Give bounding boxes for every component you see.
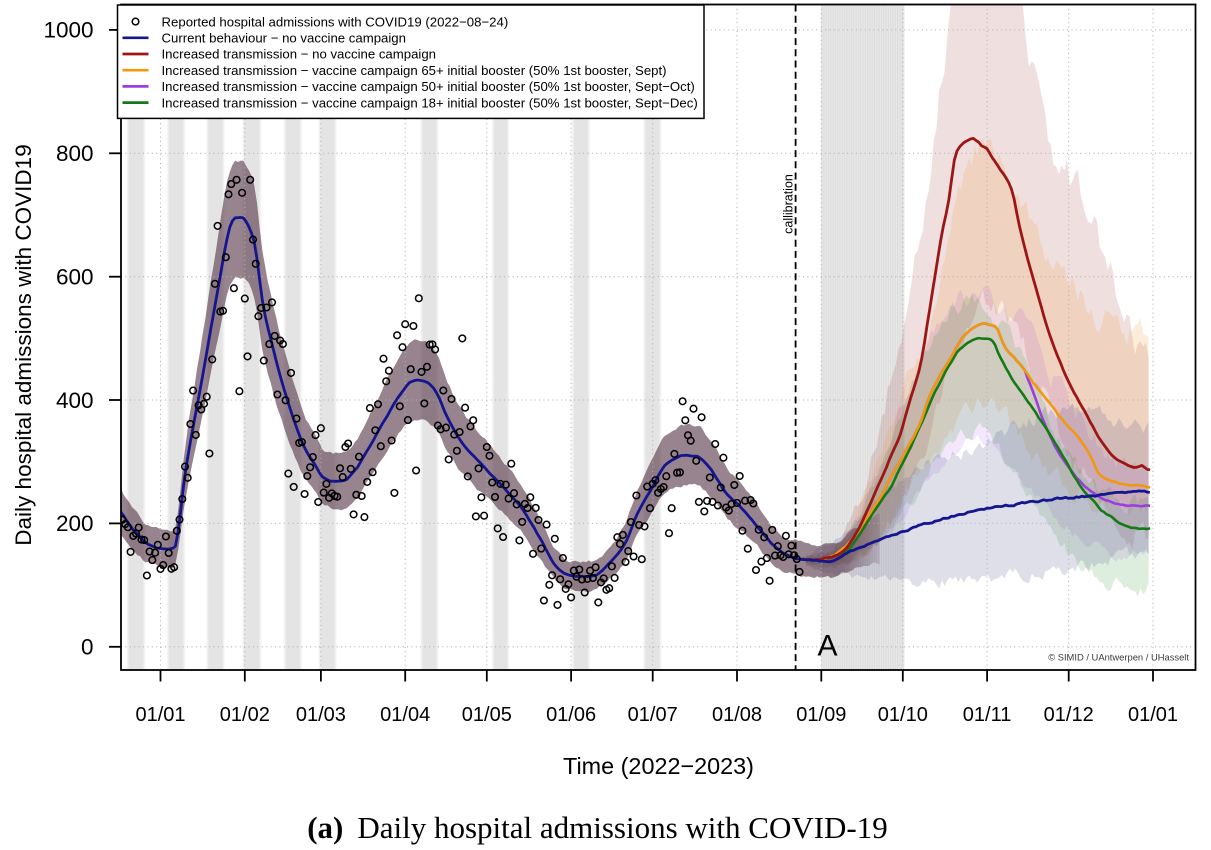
svg-text:01/07: 01/07 <box>628 704 678 726</box>
svg-text:1000: 1000 <box>43 18 93 43</box>
svg-text:400: 400 <box>56 388 94 413</box>
svg-text:01/10: 01/10 <box>878 704 928 726</box>
svg-text:01/02: 01/02 <box>220 704 270 726</box>
svg-text:Increased transmission − vacci: Increased transmission − vaccine campaig… <box>162 79 695 94</box>
svg-text:01/06: 01/06 <box>546 704 596 726</box>
svg-text:01/05: 01/05 <box>462 704 512 726</box>
svg-text:600: 600 <box>56 265 94 290</box>
svg-text:Time (2022−2023): Time (2022−2023) <box>563 753 754 779</box>
svg-text:A: A <box>818 630 838 663</box>
svg-text:callibration: callibration <box>782 174 796 234</box>
svg-text:Increased transmission − vacci: Increased transmission − vaccine campaig… <box>162 95 698 110</box>
svg-text:Increased transmission − no va: Increased transmission − no vaccine camp… <box>162 47 437 62</box>
svg-text:Daily hospital admissions with: Daily hospital admissions with COVID19 <box>11 144 36 545</box>
svg-text:01/11: 01/11 <box>963 704 1012 726</box>
svg-text:01/01: 01/01 <box>1128 704 1178 726</box>
svg-text:Reported hospital admissions w: Reported hospital admissions with COVID1… <box>162 14 509 29</box>
svg-text:800: 800 <box>56 141 94 166</box>
svg-text:Current behaviour − no vaccine: Current behaviour − no vaccine campaign <box>162 31 406 46</box>
svg-text:01/08: 01/08 <box>712 704 762 726</box>
svg-text:01/12: 01/12 <box>1044 704 1094 726</box>
svg-text:01/04: 01/04 <box>380 704 430 726</box>
svg-text:© SIMID / UAntwerpen / UHassel: © SIMID / UAntwerpen / UHasselt <box>1048 652 1189 663</box>
svg-text:0: 0 <box>81 635 94 660</box>
svg-text:200: 200 <box>56 511 94 536</box>
svg-text:Increased transmission − vacci: Increased transmission − vaccine campaig… <box>162 63 667 78</box>
svg-text:01/01: 01/01 <box>135 704 185 726</box>
svg-text:01/03: 01/03 <box>296 704 346 726</box>
svg-text:01/09: 01/09 <box>796 704 846 726</box>
